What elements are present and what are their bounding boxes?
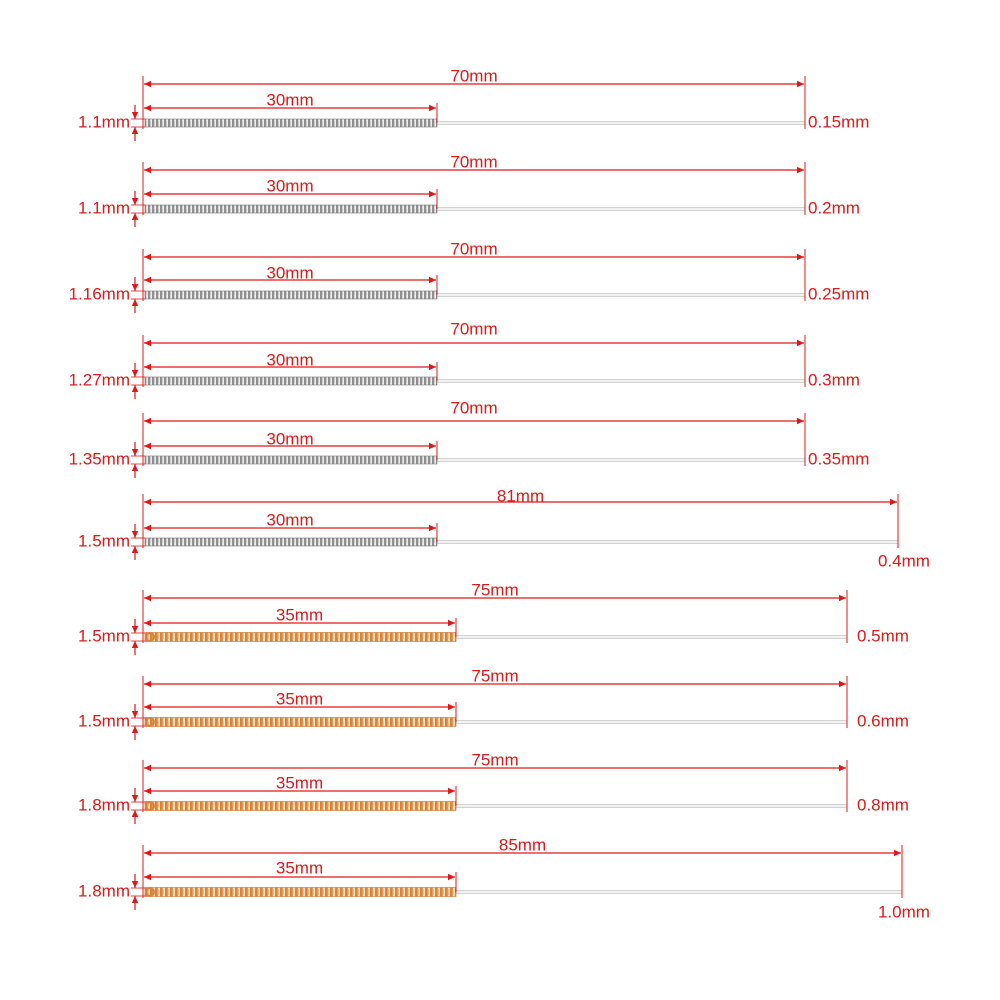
handle-length-label: 35mm xyxy=(276,773,323,792)
handle-diameter-label: 1.16mm xyxy=(69,284,130,303)
handle-diameter-label: 1.8mm xyxy=(78,795,130,814)
needle-shaft xyxy=(455,720,848,724)
needle-diameter-label: 0.25mm xyxy=(808,284,869,303)
needle-shaft xyxy=(436,540,899,544)
needle-shaft xyxy=(436,293,806,297)
coil-handle xyxy=(144,801,457,811)
needle-diameter-label: 0.3mm xyxy=(808,370,860,389)
coil-handle xyxy=(144,887,457,897)
needle-row: 70mm 30mm 1.1mm 0.15mm xyxy=(78,66,869,141)
handle-diameter-label: 1.5mm xyxy=(78,531,130,550)
coil-handle xyxy=(144,455,438,465)
handle-loop xyxy=(145,801,155,811)
handle-length-label: 30mm xyxy=(266,429,313,448)
needle-shaft xyxy=(436,458,806,462)
total-length-label: 70mm xyxy=(450,152,497,171)
needle-diameter-label: 0.6mm xyxy=(857,711,909,730)
needle-diameter-label: 0.8mm xyxy=(857,795,909,814)
needle-row: 75mm 35mm 1.8mm 0.8mm xyxy=(78,750,909,824)
needle-row: 70mm 30mm 1.35mm 0.35mm xyxy=(69,398,869,478)
coil-handle xyxy=(144,717,457,727)
needle-row: 85mm 35mm 1.8mm 1.0mm xyxy=(78,835,930,921)
total-length-label: 75mm xyxy=(471,666,518,685)
handle-diameter-label: 1.5mm xyxy=(78,626,130,645)
total-length-label: 70mm xyxy=(450,239,497,258)
handle-loop xyxy=(145,632,155,642)
needle-diameter-label: 0.15mm xyxy=(808,112,869,131)
handle-length-label: 30mm xyxy=(266,263,313,282)
needle-diameter-label: 0.2mm xyxy=(808,198,860,217)
coil-handle xyxy=(144,632,457,642)
handle-diameter-label: 1.5mm xyxy=(78,711,130,730)
needle-diameter-label: 0.5mm xyxy=(857,626,909,645)
handle-length-label: 30mm xyxy=(266,510,313,529)
needle-diameter-label: 0.4mm xyxy=(878,551,930,570)
handle-length-label: 35mm xyxy=(276,858,323,877)
total-length-label: 75mm xyxy=(471,750,518,769)
handle-diameter-label: 1.1mm xyxy=(78,112,130,131)
handle-loop xyxy=(145,717,155,727)
handle-length-label: 35mm xyxy=(276,689,323,708)
total-length-label: 85mm xyxy=(499,835,546,854)
total-length-label: 75mm xyxy=(471,580,518,599)
total-length-label: 81mm xyxy=(497,486,544,505)
handle-diameter-label: 1.35mm xyxy=(69,449,130,468)
needle-diameter-label: 0.35mm xyxy=(808,449,869,468)
coil-handle xyxy=(144,376,438,386)
needle-shaft xyxy=(436,207,806,211)
coil-handle xyxy=(144,204,438,214)
needle-shaft xyxy=(436,121,806,125)
needle-diameter-label: 1.0mm xyxy=(878,902,930,921)
needle-row: 70mm 30mm 1.16mm 0.25mm xyxy=(69,239,869,313)
needle-row: 70mm 30mm 1.1mm 0.2mm xyxy=(78,152,860,227)
handle-length-label: 30mm xyxy=(266,176,313,195)
needle-shaft xyxy=(455,890,903,894)
handle-loop xyxy=(145,887,155,897)
total-length-label: 70mm xyxy=(450,319,497,338)
handle-diameter-label: 1.8mm xyxy=(78,881,130,900)
handle-length-label: 30mm xyxy=(266,350,313,369)
needle-shaft xyxy=(455,635,848,639)
needle-row: 81mm 30mm 1.5mm 0.4mm xyxy=(78,486,930,570)
total-length-label: 70mm xyxy=(450,398,497,417)
handle-length-label: 35mm xyxy=(276,605,323,624)
handle-diameter-label: 1.1mm xyxy=(78,198,130,217)
coil-handle xyxy=(144,537,438,547)
needle-row: 70mm 30mm 1.27mm 0.3mm xyxy=(69,319,860,399)
handle-length-label: 30mm xyxy=(266,90,313,109)
needle-shaft xyxy=(455,804,848,808)
coil-handle xyxy=(144,118,438,128)
coil-handle xyxy=(144,290,438,300)
needle-row: 75mm 35mm 1.5mm 0.6mm xyxy=(78,666,909,740)
needle-row: 75mm 35mm 1.5mm 0.5mm xyxy=(78,580,909,655)
needle-shaft xyxy=(436,379,806,383)
handle-diameter-label: 1.27mm xyxy=(69,370,130,389)
total-length-label: 70mm xyxy=(450,66,497,85)
